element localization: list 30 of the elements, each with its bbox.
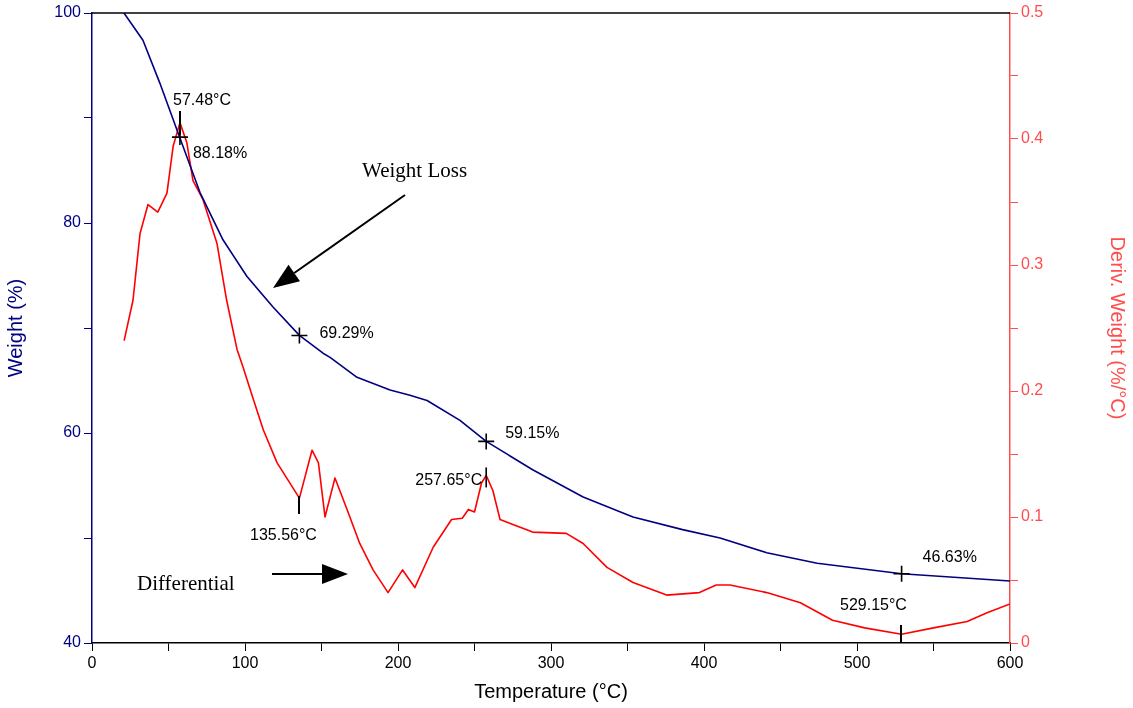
x-tick-label: 300 bbox=[537, 654, 565, 672]
y2-tick-label: 0.5 bbox=[1021, 3, 1044, 21]
y2-tick-label: 0.3 bbox=[1021, 255, 1044, 273]
annotation: Weight Loss bbox=[362, 158, 468, 183]
y2-tick-label: 0 bbox=[1021, 633, 1030, 651]
annotation: 59.15% bbox=[505, 423, 560, 441]
annotation: 135.56°C bbox=[250, 526, 317, 544]
y-tick-label: 100 bbox=[54, 3, 82, 21]
annotation: 257.65°C bbox=[415, 470, 483, 488]
y-axis-title: Weight (%) bbox=[3, 278, 26, 378]
y2-tick-label: 0.4 bbox=[1021, 129, 1044, 147]
annotation: 57.48°C bbox=[173, 91, 231, 109]
annotation: 46.63% bbox=[922, 548, 977, 566]
x-tick-label: 100 bbox=[231, 654, 259, 672]
annotation: 88.18% bbox=[192, 143, 248, 161]
x-tick-label: 400 bbox=[690, 654, 718, 672]
y2-axis-title: Deriv. Weight (%/°C) bbox=[1107, 236, 1130, 420]
x-tick-label: 0 bbox=[87, 654, 97, 672]
x-tick-label: 500 bbox=[843, 654, 871, 672]
x-tick-label: 200 bbox=[384, 654, 412, 672]
y2-tick-label: 0.2 bbox=[1021, 381, 1044, 399]
annotation: 529.15°C bbox=[840, 596, 907, 614]
annotation: Differential bbox=[137, 571, 235, 596]
x-axis-title: Temperature (°C) bbox=[474, 679, 628, 702]
y-tick-label: 60 bbox=[63, 423, 82, 441]
y2-tick-label: 0.1 bbox=[1021, 507, 1044, 525]
y-tick-label: 80 bbox=[63, 213, 82, 231]
x-tick-label: 600 bbox=[996, 654, 1024, 672]
y-tick-label: 40 bbox=[63, 633, 82, 651]
annotation: 69.29% bbox=[319, 323, 374, 341]
